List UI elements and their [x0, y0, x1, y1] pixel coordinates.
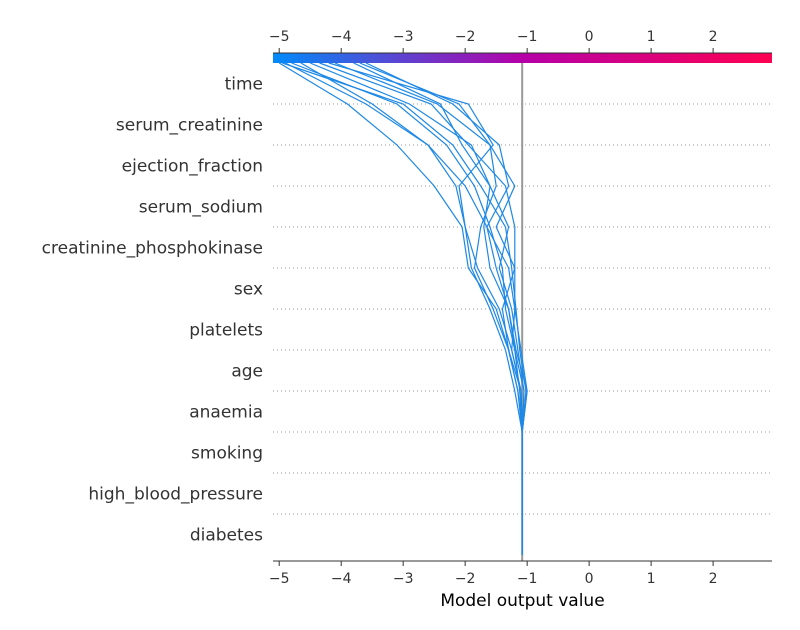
x-axis-label: Model output value	[440, 591, 604, 611]
decision-path-9	[353, 62, 525, 555]
feature-label-serum-sodium: serum_sodium	[139, 198, 263, 218]
decision-path-8	[334, 62, 528, 555]
feature-label-age: age	[231, 362, 263, 382]
feature-label-creatinine-phosphokinase: creatinine_phosphokinase	[42, 239, 263, 259]
bottom-axis-ticks: −5 −4 −3 −2 −1 0 1 2	[269, 561, 718, 587]
decision-path-12	[328, 62, 523, 555]
top-tick-label: 1	[647, 29, 656, 45]
top-tick-label: 2	[709, 29, 718, 45]
top-tick-label: −3	[393, 29, 414, 45]
bottom-tick-label: 2	[709, 571, 718, 587]
top-axis-ticks: −5 −4 −3 −2 −1 0 1 2	[269, 29, 718, 53]
bottom-tick-label: −1	[517, 571, 538, 587]
feature-label-high-blood-pressure: high_blood_pressure	[88, 485, 263, 505]
top-tick-label: −2	[455, 29, 476, 45]
feature-label-ejection-fraction: ejection_fraction	[122, 157, 263, 177]
decision-paths	[278, 62, 528, 555]
bottom-tick-label: −5	[269, 571, 290, 587]
top-tick-label: −5	[269, 29, 290, 45]
bottom-tick-label: −3	[393, 571, 414, 587]
feature-label-sex: sex	[234, 280, 263, 300]
colorbar	[273, 53, 772, 63]
feature-label-anaemia: anaemia	[189, 403, 263, 423]
feature-label-diabetes: diabetes	[190, 526, 263, 546]
top-tick-label: −4	[331, 29, 352, 45]
feature-labels: time serum_creatinine ejection_fractionser…	[42, 75, 263, 546]
feature-label-serum-creatinine: serum_creatinine	[116, 116, 263, 136]
top-tick-label: −1	[517, 29, 538, 45]
bottom-tick-label: −4	[331, 571, 352, 587]
feature-label-time: time	[225, 75, 263, 95]
bottom-tick-label: −2	[455, 571, 476, 587]
feature-label-smoking: smoking	[191, 444, 263, 464]
top-tick-label: 0	[585, 29, 594, 45]
bottom-tick-label: 0	[585, 571, 594, 587]
feature-label-platelets: platelets	[189, 321, 263, 341]
bottom-tick-label: 1	[647, 571, 656, 587]
